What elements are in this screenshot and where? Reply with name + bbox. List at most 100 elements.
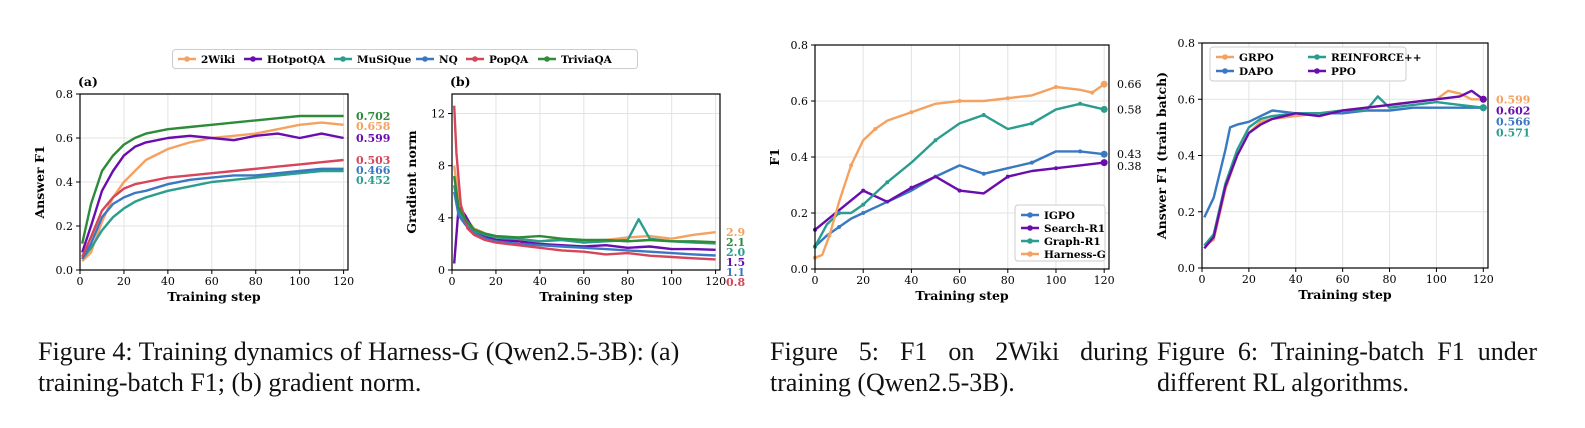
series-line-triviaqa — [81, 114, 344, 244]
caption-figure-6: Figure 6: Training-batch F1 under differ… — [1157, 337, 1537, 397]
y-tick-label: 0.0 — [791, 263, 809, 276]
caption-figure-4: Figure 4: Training dynamics of Harness-G… — [38, 337, 680, 397]
series-line-ppo — [1203, 89, 1485, 250]
legend-marker — [340, 56, 346, 62]
x-tick-label: 0 — [449, 275, 456, 288]
end-value-label: 0.38 — [1117, 160, 1142, 173]
end-value-label: 0.599 — [1496, 93, 1530, 106]
series-marker — [957, 99, 962, 103]
y-tick-label: 0.4 — [56, 176, 74, 189]
y-tick-label: 0.4 — [791, 151, 809, 164]
x-tick-label: 40 — [1289, 273, 1303, 286]
series-line-musique — [81, 169, 344, 260]
fig6-legend: GRPO REINFORCE++ DAPO PPO — [1209, 46, 1422, 82]
legend-label: DAPO — [1239, 66, 1273, 78]
series-marker — [837, 211, 842, 215]
legend-marker — [1314, 68, 1320, 74]
x-tick-label: 20 — [1242, 273, 1256, 286]
x-tick-label: 120 — [705, 275, 726, 288]
series-marker — [827, 233, 832, 238]
x-tick-label: 60 — [953, 274, 967, 287]
axes-frame — [451, 93, 721, 271]
end-value-label: 0.66 — [1117, 78, 1142, 91]
end-value-label: 0.566 — [1496, 115, 1531, 128]
series-line-reinforce- — [1203, 95, 1484, 247]
y-tick-label: 0.6 — [791, 95, 809, 108]
series-end-marker — [1100, 105, 1108, 113]
x-tick-label: 60 — [205, 275, 219, 288]
series-line-nq — [81, 167, 344, 260]
end-value-label: 1.11 — [726, 266, 745, 279]
series-line-hotpotqa — [81, 132, 344, 253]
y-tick-label: 0 — [438, 264, 445, 277]
end-value-label: 2.13 — [726, 236, 745, 249]
series-end-marker — [1100, 80, 1108, 88]
y-tick-label: 0.6 — [56, 132, 74, 145]
x-tick-label: 40 — [161, 275, 175, 288]
y-tick-label: 0.2 — [56, 220, 74, 233]
series-end-marker — [1479, 95, 1487, 103]
x-tick-label: 80 — [249, 275, 263, 288]
legend-marker — [1027, 238, 1033, 244]
y-axis-label: F1 — [767, 148, 782, 166]
legend-label: PPO — [1331, 66, 1356, 78]
chart-fig4b: 0 20 40 60 80 100 120 0 4 8 12 Training step Gradien… — [405, 74, 745, 304]
end-value-label: 0.43 — [1117, 148, 1142, 161]
series-marker — [981, 171, 986, 176]
x-tick-label: 0 — [812, 274, 819, 287]
series-marker — [1029, 121, 1034, 126]
end-value-label: 0.571 — [1496, 126, 1530, 139]
series-line-2wiki — [453, 165, 716, 244]
series-end-marker — [1100, 150, 1108, 158]
y-tick-label: 0.2 — [1178, 206, 1196, 219]
x-axis-label: Training step — [539, 289, 633, 304]
series-marker — [1102, 160, 1107, 165]
x-tick-label: 60 — [577, 275, 591, 288]
series-marker — [861, 211, 866, 215]
series-line-dapo — [1203, 106, 1484, 218]
series-marker — [837, 225, 842, 229]
series-line-harness-g — [814, 83, 1105, 259]
y-tick-label: 4 — [438, 212, 445, 225]
y-axis-label: Answer F1 (train batch) — [1154, 72, 1169, 240]
legend-marker — [1027, 225, 1033, 231]
series-marker — [1078, 149, 1083, 154]
end-value-label: 1.55 — [726, 256, 745, 269]
series-marker — [933, 138, 938, 143]
legend-marker — [472, 56, 478, 62]
end-value-label: 0.503 — [356, 154, 390, 167]
series-line-graph-r1 — [813, 102, 1105, 248]
y-tick-label: 0.2 — [791, 207, 809, 220]
y-tick-label: 8 — [438, 160, 445, 173]
legend-marker — [184, 56, 190, 62]
series-marker — [909, 185, 914, 190]
x-axis-label: Training step — [1298, 287, 1392, 302]
legend-marker — [1314, 54, 1320, 60]
legend-marker — [544, 56, 550, 62]
panel-title: (b) — [450, 74, 471, 89]
chart-fig5: 0 20 40 60 80 100 120 0.0 0.2 0.4 0.6 0.8 Training s… — [767, 39, 1142, 303]
legend-label: 2Wiki — [201, 54, 235, 66]
series-marker — [873, 127, 878, 131]
y-tick-label: 0.0 — [1178, 262, 1196, 275]
legend-label: Search-R1 — [1044, 223, 1105, 235]
y-tick-label: 0.0 — [56, 264, 74, 277]
fig4-legend: 2Wiki HotpotQA MuSiQue NQ PopQA TriviaQA — [172, 49, 638, 69]
x-tick-label: 100 — [289, 275, 310, 288]
x-tick-label: 120 — [333, 275, 354, 288]
y-axis-label: Gradient norm — [405, 130, 419, 233]
legend-marker — [1222, 68, 1228, 74]
chart-fig6: 0 20 40 60 80 100 120 0.0 0.2 0.4 0.6 0.8 Training s… — [1154, 37, 1531, 302]
x-tick-label: 40 — [904, 274, 918, 287]
x-tick-label: 0 — [77, 275, 84, 288]
series-marker — [861, 202, 866, 207]
legend-marker — [1027, 212, 1033, 218]
series-marker — [1090, 90, 1095, 95]
legend-marker — [422, 56, 428, 62]
end-value-label: 0.599 — [356, 132, 390, 145]
x-tick-label: 80 — [1383, 273, 1397, 286]
x-tick-label: 0 — [1199, 273, 1206, 286]
series-marker — [1053, 166, 1058, 171]
legend-label: REINFORCE++ — [1331, 52, 1422, 64]
x-tick-label: 120 — [1094, 274, 1115, 287]
